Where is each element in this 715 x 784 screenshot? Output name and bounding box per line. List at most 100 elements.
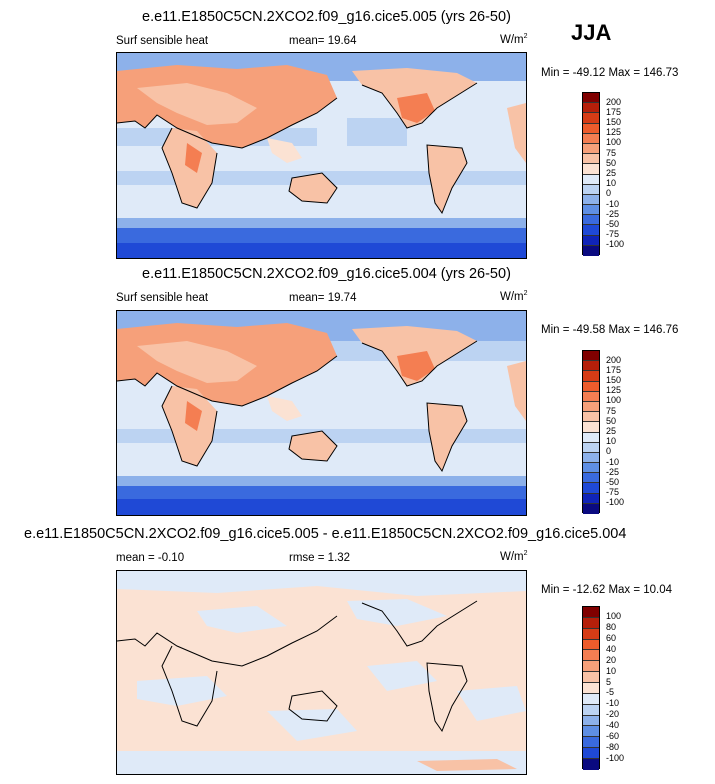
colorbar-level-label: 150 bbox=[606, 117, 622, 128]
panel2-map-svg bbox=[117, 311, 526, 515]
colorbar-level-label: 100 bbox=[606, 611, 622, 622]
colorbar-level-label: -100 bbox=[606, 752, 625, 763]
colorbar-swatch bbox=[583, 361, 599, 372]
panel2-units: W/m2 bbox=[500, 290, 528, 303]
colorbar-level-label: -100 bbox=[606, 497, 625, 508]
colorbar-swatch bbox=[583, 113, 599, 124]
colorbar-level-label: 125 bbox=[606, 127, 622, 138]
colorbar-swatch bbox=[583, 650, 599, 662]
colorbar-level-label: -60 bbox=[606, 730, 620, 741]
colorbar-swatch bbox=[583, 693, 599, 705]
panel1-units: W/m2 bbox=[500, 33, 528, 46]
panel1-mean-value: 19.64 bbox=[327, 35, 357, 47]
colorbar-swatch bbox=[583, 483, 599, 494]
colorbar-swatch bbox=[583, 672, 599, 684]
colorbar-swatch bbox=[583, 737, 599, 749]
colorbar-level-label: 175 bbox=[606, 364, 622, 375]
colorbar-swatch bbox=[583, 759, 599, 770]
panel3-colorbar bbox=[582, 606, 600, 770]
colorbar-swatch bbox=[583, 351, 599, 362]
colorbar-swatch bbox=[583, 661, 599, 673]
colorbar-level-label: 50 bbox=[606, 415, 617, 426]
colorbar-level-label: -40 bbox=[606, 720, 620, 731]
colorbar-level-label: 60 bbox=[606, 633, 617, 644]
colorbar-swatch bbox=[583, 726, 599, 738]
colorbar-swatch bbox=[583, 432, 599, 443]
colorbar-swatch bbox=[583, 164, 599, 175]
colorbar-level-label: 125 bbox=[606, 385, 622, 396]
colorbar-swatch bbox=[583, 245, 599, 256]
colorbar-level-label: -20 bbox=[606, 709, 620, 720]
colorbar-level-label: 20 bbox=[606, 654, 617, 665]
panel3-rmse-label: rmse = 1.32 bbox=[289, 552, 351, 564]
colorbar-level-label: 50 bbox=[606, 157, 617, 168]
colorbar-level-label: 40 bbox=[606, 643, 617, 654]
colorbar-level-label: 10 bbox=[606, 178, 617, 189]
colorbar-level-label: 10 bbox=[606, 436, 617, 447]
colorbar-swatch bbox=[583, 103, 599, 114]
colorbar-swatch bbox=[583, 607, 599, 618]
colorbar-level-label: -10 bbox=[606, 198, 620, 209]
colorbar-swatch bbox=[583, 174, 599, 185]
colorbar-level-label: -10 bbox=[606, 698, 620, 709]
colorbar-swatch bbox=[583, 184, 599, 195]
colorbar-level-label: -100 bbox=[606, 239, 625, 250]
colorbar-swatch bbox=[583, 493, 599, 504]
colorbar-level-label: -50 bbox=[606, 218, 620, 229]
colorbar-level-label: -5 bbox=[606, 687, 615, 698]
colorbar-level-label: -10 bbox=[606, 456, 620, 467]
panel2-mean-value: 19.74 bbox=[327, 292, 357, 304]
colorbar-swatch bbox=[583, 93, 599, 104]
colorbar-swatch bbox=[583, 133, 599, 144]
panel3-map bbox=[116, 570, 527, 775]
colorbar-swatch bbox=[583, 748, 599, 760]
colorbar-level-label: -25 bbox=[606, 208, 620, 219]
colorbar-level-label: -80 bbox=[606, 741, 620, 752]
colorbar-swatch bbox=[583, 225, 599, 236]
panel2-minmax: Min = -49.58 Max = 146.76 bbox=[541, 324, 679, 336]
colorbar-swatch bbox=[583, 452, 599, 464]
colorbar-swatch bbox=[583, 422, 599, 433]
colorbar-level-label: 5 bbox=[606, 676, 612, 687]
colorbar-swatch bbox=[583, 215, 599, 226]
colorbar-swatch bbox=[583, 381, 599, 392]
colorbar-level-label: 25 bbox=[606, 168, 617, 178]
colorbar-level-label: -50 bbox=[606, 476, 620, 487]
colorbar-level-label: 100 bbox=[606, 395, 622, 406]
panel3-mean-label: mean = -0.10 bbox=[116, 552, 185, 564]
panel1-map bbox=[116, 52, 527, 259]
colorbar-swatch bbox=[583, 442, 599, 453]
colorbar-swatch bbox=[583, 639, 599, 651]
colorbar-level-label: 0 bbox=[606, 188, 612, 199]
colorbar-level-label: 10 bbox=[606, 665, 617, 676]
colorbar-swatch bbox=[583, 412, 599, 423]
panel3-minmax: Min = -12.62 Max = 10.04 bbox=[541, 584, 673, 596]
colorbar-swatch bbox=[583, 617, 599, 629]
colorbar-swatch bbox=[583, 143, 599, 155]
panel2-title: e.e11.E1850C5CN.2XCO2.f09_g16.cice5.004 … bbox=[142, 266, 511, 282]
panel1-title: e.e11.E1850C5CN.2XCO2.f09_g16.cice5.005 … bbox=[142, 9, 511, 25]
colorbar-level-label: 0 bbox=[606, 446, 612, 457]
colorbar-swatch bbox=[583, 715, 599, 727]
colorbar-swatch bbox=[583, 503, 599, 514]
colorbar-swatch bbox=[583, 154, 599, 165]
colorbar-swatch bbox=[583, 463, 599, 474]
colorbar-swatch bbox=[583, 683, 599, 694]
colorbar-level-label: 175 bbox=[606, 106, 622, 117]
colorbar-swatch bbox=[583, 401, 599, 413]
panel1-mean-label: mean= 19.64 bbox=[289, 35, 357, 47]
colorbar-level-label: 80 bbox=[606, 622, 617, 633]
panel1-map-svg bbox=[117, 53, 526, 258]
panel2-mean-label: mean= 19.74 bbox=[289, 292, 357, 304]
panel2-variable-label: Surf sensible heat bbox=[116, 292, 209, 304]
colorbar-swatch bbox=[583, 235, 599, 246]
colorbar-swatch bbox=[583, 205, 599, 216]
panel2-map bbox=[116, 310, 527, 516]
colorbar-swatch bbox=[583, 628, 599, 640]
panel3-title: e.e11.E1850C5CN.2XCO2.f09_g16.cice5.005 … bbox=[24, 526, 627, 542]
colorbar-level-label: 150 bbox=[606, 375, 622, 386]
colorbar-level-label: -75 bbox=[606, 487, 620, 498]
season-label: JJA bbox=[571, 20, 612, 45]
panel3-rmse-value: 1.32 bbox=[327, 552, 351, 564]
colorbar-level-label: 25 bbox=[606, 426, 617, 436]
